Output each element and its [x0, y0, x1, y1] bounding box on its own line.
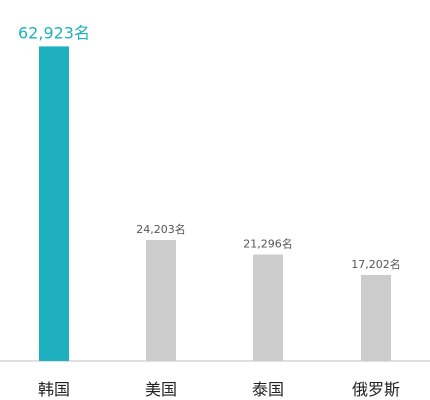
bar-1	[146, 239, 176, 361]
value-label-2: 21,296名	[243, 237, 293, 251]
category-label-0: 韩国	[38, 380, 70, 399]
value-labels-layer: 62,923名 24,203名 21,296名 17,202名	[18, 23, 401, 271]
bars-layer	[39, 46, 391, 361]
value-label-0: 62,923名	[18, 23, 90, 42]
category-label-3: 俄罗斯	[352, 380, 400, 399]
value-label-1: 24,203名	[136, 222, 186, 236]
bar-2	[253, 254, 283, 361]
category-labels-layer: 韩国 美国 泰国 俄罗斯	[38, 380, 400, 399]
category-label-2: 泰国	[252, 380, 284, 399]
value-label-3: 17,202名	[351, 257, 401, 271]
bar-0	[39, 46, 69, 361]
bar-3	[361, 274, 391, 361]
category-label-1: 美国	[145, 380, 177, 399]
